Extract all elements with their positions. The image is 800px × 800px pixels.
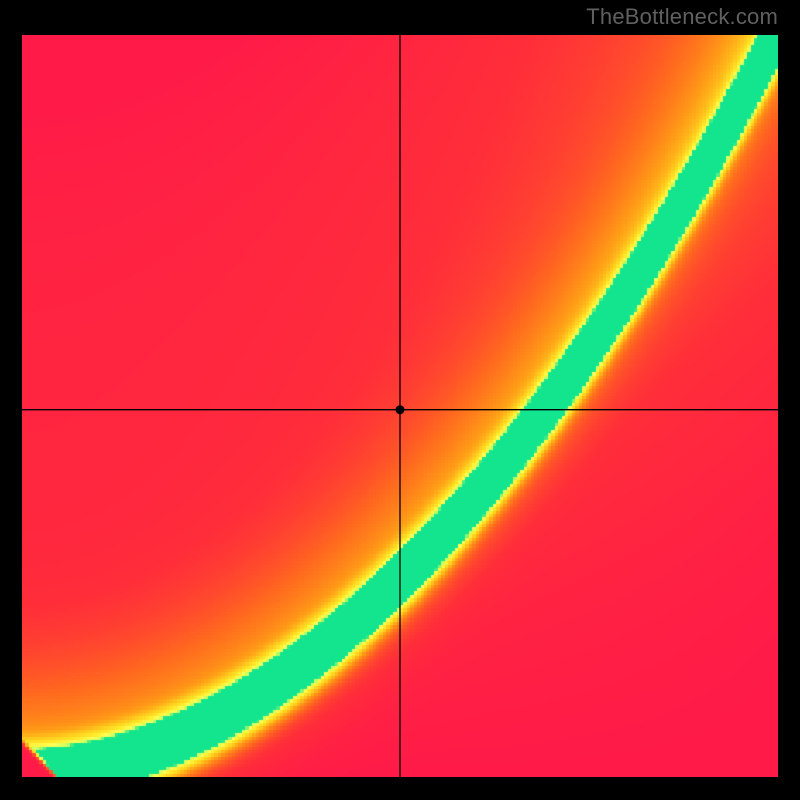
figure-frame: TheBottleneck.com	[0, 0, 800, 800]
bottleneck-heatmap	[22, 35, 778, 777]
watermark-text: TheBottleneck.com	[586, 4, 778, 30]
